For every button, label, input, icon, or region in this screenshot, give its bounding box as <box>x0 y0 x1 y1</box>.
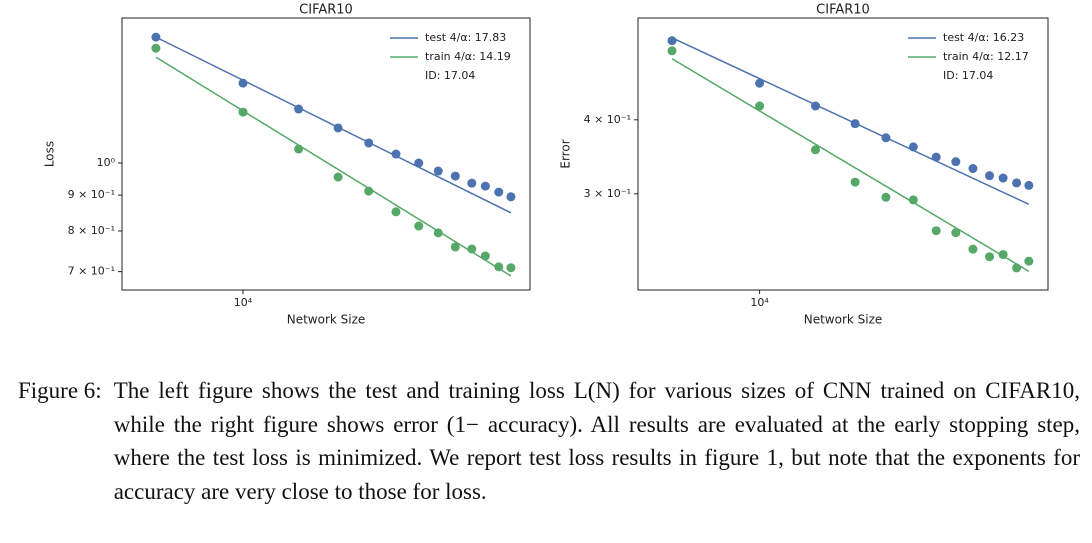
point <box>881 192 891 202</box>
point <box>1012 178 1022 188</box>
point <box>506 263 516 273</box>
chart-title: CIFAR10 <box>816 3 870 18</box>
fit-line <box>671 37 1030 206</box>
point <box>294 144 304 154</box>
y-tick-label: 3 × 10⁻¹ <box>584 187 631 200</box>
point <box>810 145 820 155</box>
point <box>391 207 401 217</box>
point <box>850 177 860 187</box>
point <box>414 158 424 168</box>
point <box>968 244 978 254</box>
point <box>667 46 677 56</box>
chart-title: CIFAR10 <box>299 3 353 18</box>
point <box>881 133 891 143</box>
x-tick-label: 10⁴ <box>750 296 769 309</box>
y-tick-label: 10⁰ <box>97 156 116 169</box>
point <box>391 149 401 159</box>
point <box>1024 180 1034 190</box>
point <box>294 104 304 114</box>
point <box>850 119 860 129</box>
point <box>238 107 248 117</box>
legend-label: train 4/α: 14.19 <box>425 50 511 63</box>
point <box>810 101 820 111</box>
point <box>1024 256 1034 266</box>
y-tick-label: 9 × 10⁻¹ <box>68 188 115 201</box>
plot-frame <box>121 17 531 291</box>
fit-line <box>671 58 1030 273</box>
caption-label: Figure 6: <box>18 378 102 403</box>
figure: CIFAR10 Network Size Loss 10⁴ 10⁰ 9 × 10⁻¹ 8 ×… <box>43 3 1049 327</box>
point <box>506 192 516 202</box>
point <box>151 43 161 53</box>
annotation: ID: 17.04 <box>425 69 475 82</box>
point <box>1012 263 1022 273</box>
point <box>467 178 477 188</box>
plot-frame <box>637 17 1049 291</box>
point <box>467 244 477 254</box>
point <box>333 123 343 133</box>
point <box>755 78 765 88</box>
point <box>480 181 490 191</box>
point <box>364 138 374 148</box>
point <box>414 221 424 231</box>
legend-label: train 4/α: 12.17 <box>943 50 1029 63</box>
legend-label: test 4/α: 17.83 <box>425 31 506 44</box>
y-axis-label: Loss <box>43 141 57 167</box>
point <box>755 101 765 111</box>
point <box>951 157 961 167</box>
point <box>450 242 460 252</box>
point <box>238 78 248 88</box>
point <box>908 142 918 152</box>
y-tick-label: 4 × 10⁻¹ <box>584 113 631 126</box>
caption-text: The left figure shows the test and train… <box>113 378 1080 504</box>
x-axis-label: Network Size <box>287 313 366 327</box>
point <box>364 186 374 196</box>
point <box>985 171 995 181</box>
point <box>998 250 1008 260</box>
x-axis-label: Network Size <box>804 313 883 327</box>
point <box>667 36 677 46</box>
point <box>931 226 941 236</box>
y-axis-label: Error <box>559 139 573 168</box>
y-tick-label: 8 × 10⁻¹ <box>68 224 115 237</box>
legend-label: test 4/α: 16.23 <box>943 31 1024 44</box>
point <box>494 187 504 197</box>
x-tick-label: 10⁴ <box>234 296 253 309</box>
fit-line <box>155 56 512 277</box>
point <box>951 228 961 238</box>
caption: Figure 6: The left figure shows the test… <box>18 374 1080 508</box>
point <box>333 172 343 182</box>
point <box>433 228 443 238</box>
point <box>931 152 941 162</box>
point <box>998 173 1008 183</box>
point <box>985 252 995 262</box>
point <box>433 166 443 176</box>
point <box>494 262 504 272</box>
fit-line <box>155 36 512 214</box>
point <box>480 251 490 261</box>
point <box>151 32 161 42</box>
point <box>908 195 918 205</box>
y-tick-label: 7 × 10⁻¹ <box>68 265 115 278</box>
point <box>450 171 460 181</box>
point <box>968 164 978 174</box>
annotation: ID: 17.04 <box>943 69 993 82</box>
